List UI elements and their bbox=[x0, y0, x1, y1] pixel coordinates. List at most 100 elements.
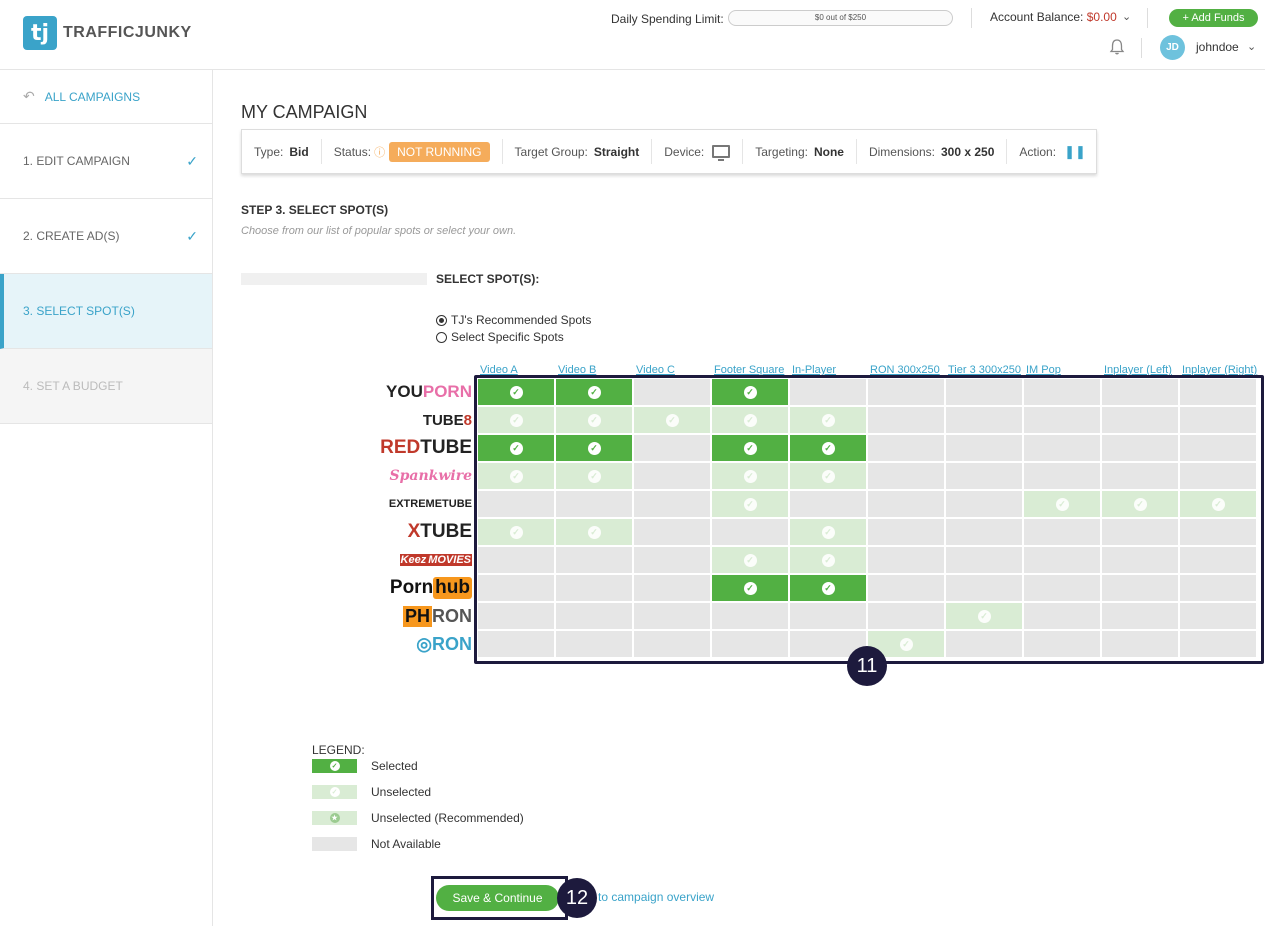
spot-cell bbox=[1024, 407, 1100, 433]
sidebar-item-edit-campaign[interactable]: 1. EDIT CAMPAIGN ✓ bbox=[0, 124, 212, 199]
spot-cell[interactable]: ✓ bbox=[790, 519, 866, 545]
column-header[interactable]: Video C bbox=[636, 364, 675, 376]
column-header[interactable]: Inplayer (Left) bbox=[1104, 364, 1172, 376]
column-header[interactable]: RON 300x250 bbox=[870, 364, 940, 376]
spot-cell[interactable]: ✓ bbox=[790, 575, 866, 601]
info-device: Device: bbox=[652, 139, 744, 164]
spot-cell[interactable]: ✓ bbox=[712, 547, 788, 573]
site-logo-part: RON bbox=[432, 605, 472, 626]
sidebar: ↶ ALL CAMPAIGNS 1. EDIT CAMPAIGN ✓ 2. CR… bbox=[0, 70, 213, 926]
spot-cell bbox=[634, 631, 710, 657]
spot-cell bbox=[790, 491, 866, 517]
info-targeting-value: None bbox=[813, 144, 844, 159]
spot-cell[interactable]: ✓ bbox=[1024, 491, 1100, 517]
placeholder-strip bbox=[241, 273, 427, 285]
spot-cell[interactable]: ✓ bbox=[790, 463, 866, 489]
bell-icon[interactable] bbox=[1108, 38, 1126, 56]
spot-cell[interactable]: ✓ bbox=[712, 379, 788, 405]
spot-cell[interactable]: ✓ bbox=[712, 435, 788, 461]
legend-swatch-recommended: ★ bbox=[312, 811, 357, 825]
back-to-overview-link[interactable]: Back to campaign overview bbox=[568, 890, 715, 904]
spot-cell[interactable]: ✓ bbox=[790, 407, 866, 433]
spot-cell[interactable]: ✓ bbox=[556, 463, 632, 489]
avatar[interactable]: JD bbox=[1160, 35, 1185, 60]
spot-cell bbox=[634, 379, 710, 405]
all-campaigns-link[interactable]: ↶ ALL CAMPAIGNS bbox=[0, 70, 212, 124]
username[interactable]: johndoe bbox=[1196, 40, 1239, 54]
account-balance[interactable]: Account Balance: $0.00 bbox=[990, 10, 1117, 24]
trafficjunky-logo[interactable]: tj TRAFFICJUNKY bbox=[23, 16, 192, 50]
save-continue-button[interactable]: Save & Continue bbox=[436, 885, 559, 911]
chevron-down-icon[interactable]: ⌄ bbox=[1122, 11, 1132, 23]
spot-cell[interactable]: ✓ bbox=[868, 631, 944, 657]
site-logo-part: Keez bbox=[399, 554, 428, 566]
spot-cell[interactable]: ✓ bbox=[478, 407, 554, 433]
info-status-label: Status: bbox=[333, 144, 372, 159]
spot-cell[interactable]: ✓ bbox=[478, 435, 554, 461]
legend-label: Unselected (Recommended) bbox=[371, 811, 524, 825]
legend-swatch-unselected: ✓ bbox=[312, 785, 357, 799]
spot-cell[interactable]: ✓ bbox=[478, 463, 554, 489]
spot-cell bbox=[1180, 631, 1256, 657]
spot-cell bbox=[1180, 379, 1256, 405]
column-header[interactable]: IM Pop bbox=[1026, 364, 1061, 376]
spot-cell[interactable]: ✓ bbox=[946, 603, 1022, 629]
spot-cell[interactable]: ✓ bbox=[712, 575, 788, 601]
checkmark-icon: ✓ bbox=[587, 525, 601, 539]
column-header[interactable]: Video A bbox=[480, 364, 518, 376]
checkmark-icon: ✓ bbox=[509, 441, 523, 455]
spot-cell bbox=[1024, 631, 1100, 657]
site-logo: ◎ RON bbox=[380, 631, 472, 657]
spot-cell[interactable]: ✓ bbox=[712, 463, 788, 489]
checkmark-icon: ✓ bbox=[1211, 497, 1225, 511]
spot-cell[interactable]: ✓ bbox=[1180, 491, 1256, 517]
spot-cell[interactable]: ✓ bbox=[478, 379, 554, 405]
legend-label: Not Available bbox=[371, 837, 441, 851]
legend-swatch-selected: ✓ bbox=[312, 759, 357, 773]
spot-cell bbox=[1102, 519, 1178, 545]
spot-cell bbox=[1102, 463, 1178, 489]
checkmark-icon: ✓ bbox=[509, 525, 523, 539]
column-header[interactable]: Footer Square bbox=[714, 364, 785, 376]
spot-cell bbox=[946, 463, 1022, 489]
spot-cell[interactable]: ✓ bbox=[556, 407, 632, 433]
sidebar-item-create-ads[interactable]: 2. CREATE AD(S) ✓ bbox=[0, 199, 212, 274]
spot-cell[interactable]: ✓ bbox=[478, 519, 554, 545]
spot-cell bbox=[556, 603, 632, 629]
chevron-down-icon[interactable]: ⌄ bbox=[1247, 41, 1257, 53]
spot-cell[interactable]: ✓ bbox=[1102, 491, 1178, 517]
column-header[interactable]: In-Player bbox=[792, 364, 837, 376]
add-funds-button[interactable]: + Add Funds bbox=[1169, 9, 1258, 27]
column-header[interactable]: Video B bbox=[558, 364, 597, 376]
radio-specific-spots[interactable]: Select Specific Spots bbox=[436, 330, 564, 344]
radio-recommended-spots[interactable]: TJ's Recommended Spots bbox=[436, 313, 591, 327]
spot-cell bbox=[868, 575, 944, 601]
checkmark-icon: ✓ bbox=[821, 469, 835, 483]
site-logo: PH RON bbox=[380, 603, 472, 629]
spot-cell[interactable]: ✓ bbox=[634, 407, 710, 433]
spot-cell bbox=[478, 575, 554, 601]
top-header: tj TRAFFICJUNKY Daily Spending Limit: $0… bbox=[0, 0, 1265, 70]
spot-cell[interactable]: ✓ bbox=[790, 435, 866, 461]
spot-cell bbox=[634, 575, 710, 601]
spot-cell bbox=[1180, 603, 1256, 629]
spot-cell[interactable]: ✓ bbox=[790, 547, 866, 573]
site-logo-part: RON bbox=[432, 633, 472, 654]
spot-cell[interactable]: ✓ bbox=[556, 519, 632, 545]
pause-icon[interactable]: ❚❚ bbox=[1064, 143, 1086, 159]
spot-cell bbox=[1180, 575, 1256, 601]
checkmark-icon: ✓ bbox=[743, 469, 757, 483]
sidebar-item-select-spots[interactable]: 3. SELECT SPOT(S) bbox=[0, 274, 212, 349]
page-title: MY CAMPAIGN bbox=[241, 102, 368, 122]
radio-button[interactable] bbox=[436, 314, 447, 326]
site-logo-part: TUBE bbox=[422, 411, 464, 429]
spot-cell[interactable]: ✓ bbox=[556, 435, 632, 461]
spot-cell[interactable]: ✓ bbox=[712, 407, 788, 433]
column-header[interactable]: Inplayer (Right) bbox=[1182, 364, 1258, 376]
column-header[interactable]: Tier 3 300x250 bbox=[948, 364, 1021, 376]
radio-button[interactable] bbox=[436, 331, 447, 343]
spot-cell[interactable]: ✓ bbox=[712, 491, 788, 517]
checkmark-icon: ✓ bbox=[743, 385, 757, 399]
checkmark-icon: ✓ bbox=[186, 152, 198, 169]
spot-cell[interactable]: ✓ bbox=[556, 379, 632, 405]
